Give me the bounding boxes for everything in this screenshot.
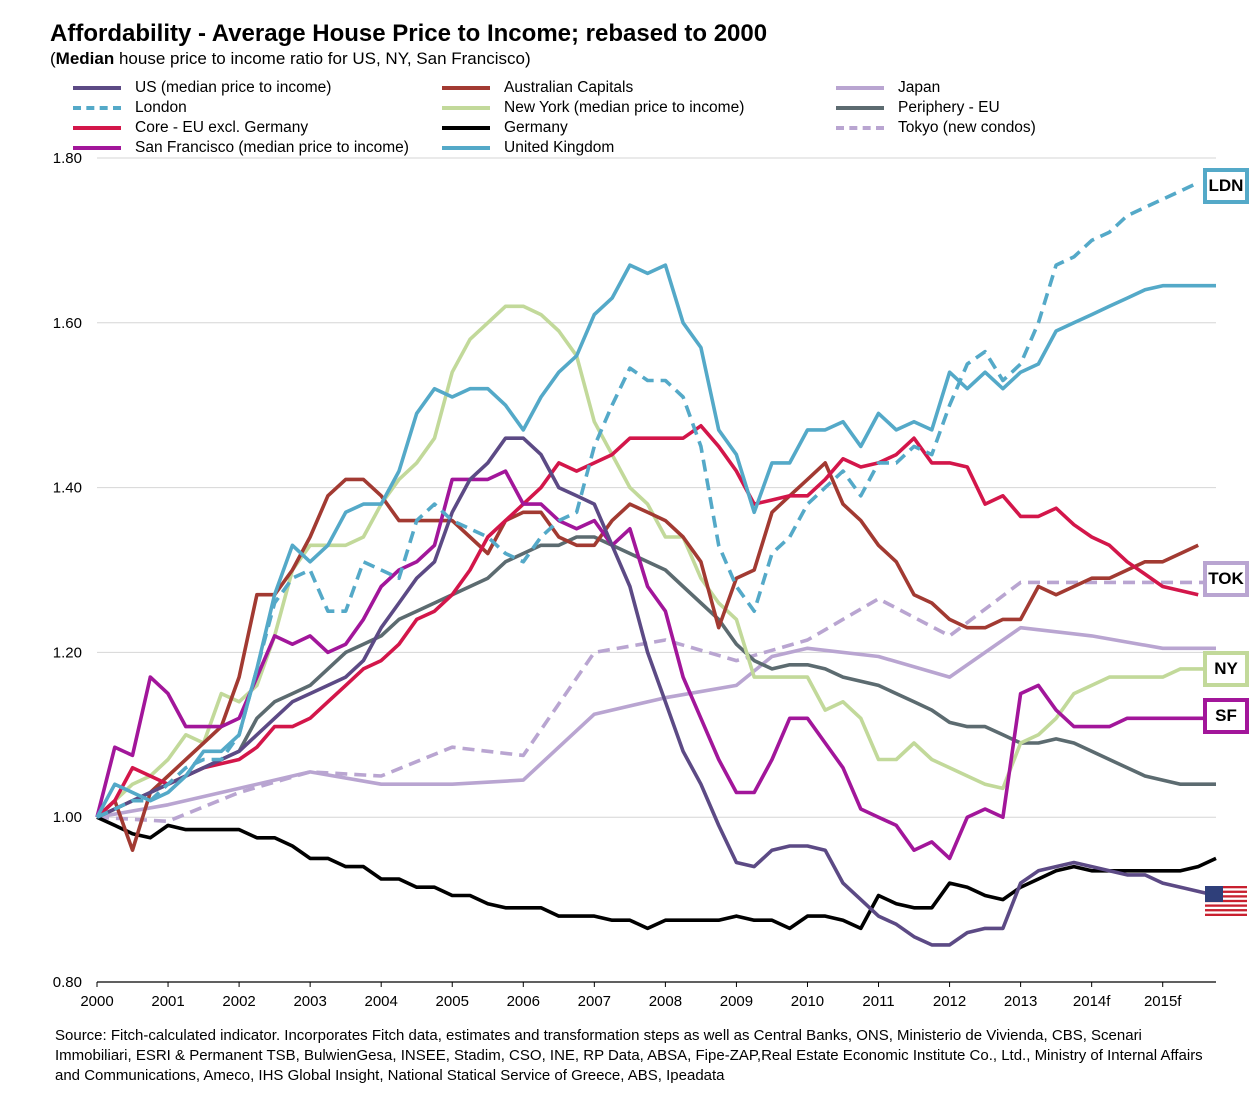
series-line-us xyxy=(96,436,1217,947)
x-tick-label: 2002 xyxy=(222,993,255,1010)
x-tick-label: 2006 xyxy=(507,993,540,1010)
source-note: Source: Fitch-calculated indicator. Inco… xyxy=(55,1027,1203,1084)
chart-title: Affordability - Average House Price to I… xyxy=(50,20,768,47)
series-line-periphery-eu xyxy=(96,535,1216,819)
x-tick-label: 2005 xyxy=(436,993,469,1010)
flag-stripe xyxy=(1205,909,1247,912)
y-tick-label: 0.80 xyxy=(53,974,82,991)
x-tick-label: 2003 xyxy=(293,993,326,1010)
series-line-london xyxy=(96,181,1199,819)
y-tick-label: 1.00 xyxy=(53,809,82,826)
x-tick-label: 2010 xyxy=(791,993,824,1010)
series-line-san-francisco xyxy=(95,469,1216,861)
series-line-tokyo xyxy=(96,580,1216,824)
flag-stripe xyxy=(1205,886,1247,889)
series-line-new-york xyxy=(95,304,1216,819)
x-tick-label: 2013 xyxy=(1004,993,1037,1010)
chart-subtitle: (Median house price to income ratio for … xyxy=(50,49,531,69)
flag-stripe xyxy=(1205,895,1247,898)
series-line-core-eu xyxy=(95,423,1199,819)
flag-stripe xyxy=(1205,904,1247,907)
series-line-germany xyxy=(96,815,1217,931)
flag-stripes xyxy=(1205,886,1247,916)
subtitle-open: ( xyxy=(50,49,56,68)
x-tick-label: 2004 xyxy=(365,993,398,1010)
us-flag-icon xyxy=(1205,886,1247,916)
y-tick-label: 1.60 xyxy=(53,315,82,332)
x-tick-label: 2011 xyxy=(862,993,894,1010)
subtitle-bold: Median xyxy=(55,49,115,68)
flag-stripe xyxy=(1205,890,1247,893)
x-tick-label: 2012 xyxy=(933,993,966,1010)
y-tick-label: 1.20 xyxy=(53,644,82,661)
series-line-united-kingdom xyxy=(95,263,1216,819)
x-tick-label: 2000 xyxy=(80,993,113,1010)
y-tick-label: 1.40 xyxy=(53,480,82,497)
x-tick-label: 2007 xyxy=(578,993,611,1010)
y-tick-label: 1.80 xyxy=(53,150,82,167)
x-tick-label: 2015f xyxy=(1144,993,1182,1010)
x-tick-label: 2014f xyxy=(1073,993,1111,1010)
x-tick-label: 2001 xyxy=(151,993,184,1010)
flag-stripe xyxy=(1205,913,1247,916)
series-line-australian-capitals xyxy=(95,461,1199,853)
x-tick-label: 2009 xyxy=(720,993,753,1010)
ny-tag: NY xyxy=(1203,651,1249,687)
ldn-tag: LDN xyxy=(1203,168,1249,204)
chart-plot: 0.80 1.00 1.20 1.40 1.60 1.80 2000 2001 2002 2003… xyxy=(53,150,1217,1010)
flag-stripe xyxy=(1205,899,1247,903)
subtitle-rest: house price to income ratio for US, NY, … xyxy=(114,49,531,68)
sf-tag: SF xyxy=(1203,698,1249,734)
x-tick-label: 2008 xyxy=(649,993,682,1010)
tok-tag: TOK xyxy=(1203,561,1249,597)
